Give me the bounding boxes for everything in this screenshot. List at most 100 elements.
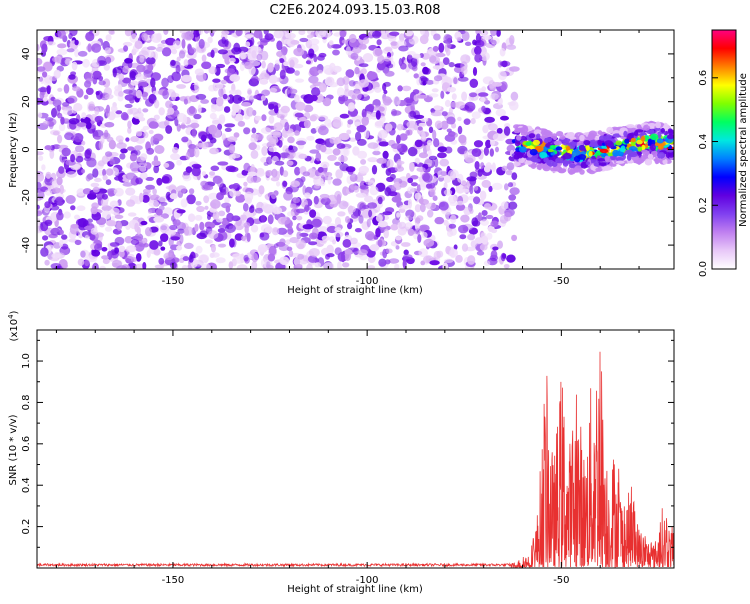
- spectrogram-cell: [94, 177, 102, 183]
- spectrogram-cell: [176, 245, 183, 251]
- spectrogram-cell: [288, 145, 298, 153]
- spectrogram-cell: [474, 46, 482, 55]
- spectrogram-cell: [391, 196, 402, 203]
- spectrogram-cell: [657, 144, 664, 150]
- spectrogram-cell: [484, 203, 491, 210]
- spectrogram-cell: [271, 227, 280, 236]
- spectrogram-cell: [116, 142, 127, 150]
- spectrogram-cell: [250, 164, 255, 174]
- spectrogram-cell: [395, 236, 402, 241]
- spectrogram-cell: [190, 122, 200, 129]
- spectrogram-cell: [204, 205, 209, 210]
- spectrogram-cell: [378, 258, 387, 267]
- spectrogram-cell: [348, 80, 356, 87]
- spectrogram-cell: [585, 145, 590, 151]
- spectrogram-cell: [336, 143, 346, 150]
- spectrogram-cell: [147, 46, 156, 51]
- snr-frame: [36, 329, 675, 569]
- spectrogram-cell: [142, 125, 150, 130]
- spectrogram-cell: [367, 265, 376, 269]
- spectrogram-cell: [188, 213, 196, 222]
- spectrogram-cell: [553, 135, 557, 140]
- spectrogram-cell: [428, 126, 434, 134]
- spectrogram-cell: [135, 89, 142, 99]
- spectrogram-cell: [209, 137, 217, 144]
- spectrogram-cell: [349, 105, 354, 110]
- spectrogram-cell: [254, 115, 262, 121]
- spectrogram-cell: [630, 137, 637, 143]
- spectrogram-cell: [356, 124, 367, 133]
- spectrogram-cell: [635, 129, 644, 133]
- spectrogram-cell: [513, 153, 520, 160]
- spectrogram-cell: [310, 169, 322, 180]
- spectrogram-cell: [378, 141, 389, 147]
- spectrogram-cell: [511, 234, 518, 242]
- spectrogram-cell: [429, 260, 440, 266]
- spectrogram-cell: [153, 99, 160, 109]
- spectrogram-cell: [299, 232, 309, 237]
- spectrogram-cell: [505, 170, 513, 176]
- spectrogram-cell: [604, 155, 610, 162]
- spectrogram-cell: [148, 121, 159, 129]
- y-tick-label: 0.2: [21, 519, 32, 535]
- spectrogram-cell: [59, 184, 64, 195]
- spectrogram-cell: [134, 149, 141, 156]
- spectrogram-cell: [106, 220, 117, 227]
- spectrogram-cell: [536, 133, 541, 139]
- spectrogram-cell: [283, 38, 291, 45]
- spectrogram-cell: [234, 233, 244, 241]
- spectrogram-cell: [480, 162, 485, 169]
- spectrogram-cell: [305, 60, 312, 65]
- spectrogram-cell: [285, 239, 291, 245]
- spectrogram-cell: [45, 41, 56, 46]
- spectrogram-cell: [261, 89, 270, 97]
- spectrogram-cell: [233, 113, 244, 122]
- spectrogram-cell: [615, 160, 625, 164]
- spectrogram-cell: [461, 243, 469, 252]
- spectrogram-cell: [360, 68, 367, 75]
- spectrogram-cell: [273, 30, 284, 39]
- spectrogram-cell: [487, 225, 495, 233]
- spectrogram-cell: [395, 245, 400, 250]
- spectrogram-cell: [125, 137, 130, 142]
- spectrogram-cell: [344, 82, 349, 92]
- spectrogram-cell: [75, 145, 85, 153]
- spectrogram-cell: [490, 30, 498, 37]
- spectrogram-cell: [212, 78, 221, 83]
- spectrogram-cell: [274, 63, 280, 72]
- spectrogram-cell: [457, 116, 462, 122]
- spectrogram-cell: [120, 148, 128, 154]
- x-tick-label: -100: [356, 575, 379, 586]
- spectrogram-cell: [283, 61, 289, 67]
- spectrogram-cell: [456, 36, 462, 42]
- spectrogram-cell: [104, 226, 113, 232]
- spectrogram-cell: [461, 180, 467, 186]
- spectrogram-cell: [172, 146, 179, 154]
- spectrogram-cell: [418, 122, 427, 127]
- spectrogram-cell: [170, 153, 180, 161]
- y-tick-label: 0.8: [21, 394, 32, 410]
- spectrogram-cell: [76, 122, 87, 127]
- spectrogram-cell: [306, 135, 315, 141]
- spectrogram-cell: [134, 222, 139, 233]
- spectrogram-cell: [81, 169, 86, 174]
- spectrogram-cell: [123, 45, 129, 52]
- spectrogram-cell: [228, 89, 239, 95]
- spectrogram-cell: [127, 127, 132, 134]
- spectrogram-cell: [477, 212, 482, 222]
- spectrogram-cell: [503, 264, 510, 269]
- spectrogram-cell: [97, 55, 106, 65]
- spectrogram-cell: [374, 86, 382, 93]
- spectrogram-cell: [294, 112, 304, 118]
- spectrogram-cell: [170, 59, 176, 66]
- spectrogram-cell: [269, 87, 278, 93]
- spectrogram-cell: [268, 135, 279, 145]
- x-tick-label: -150: [162, 276, 185, 287]
- spectrogram-cell: [231, 47, 242, 55]
- spectrogram-cell: [556, 131, 564, 137]
- spectrogram-cell: [82, 58, 90, 68]
- spectrogram-cell: [255, 133, 264, 141]
- spectrogram-cell: [309, 66, 321, 77]
- spectrogram-cell: [139, 165, 147, 172]
- spectrogram-cell: [414, 139, 423, 148]
